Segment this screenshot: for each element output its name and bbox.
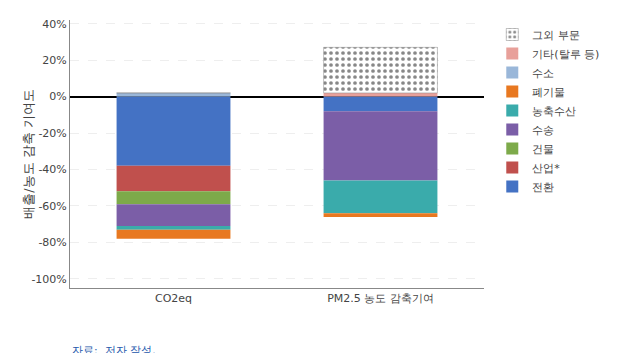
svg-text:40%: 40% [42, 18, 66, 31]
svg-text:전환: 전환 [532, 181, 554, 194]
svg-text:농축수산: 농축수산 [532, 105, 576, 118]
svg-text:0%: 0% [49, 90, 66, 103]
svg-text:-80%: -80% [38, 236, 66, 249]
svg-text:CO2eq: CO2eq [155, 292, 192, 305]
svg-text:배출/농도 감축 기여도: 배출/농도 감축 기여도 [21, 89, 36, 219]
svg-text:산업*: 산업* [532, 162, 560, 175]
svg-text:기타(탈루 등): 기타(탈루 등) [532, 48, 599, 61]
svg-text:그외 부문: 그외 부문 [532, 29, 580, 42]
svg-text:건물: 건물 [532, 143, 554, 156]
svg-text:-40%: -40% [38, 163, 66, 176]
svg-text:수소: 수소 [532, 67, 554, 80]
svg-text:자료: 저자 작성.: 자료: 저자 작성. [72, 344, 156, 353]
svg-text:20%: 20% [42, 54, 66, 67]
svg-text:-60%: -60% [38, 200, 66, 213]
svg-text:-100%: -100% [31, 273, 66, 286]
svg-text:-20%: -20% [38, 127, 66, 140]
svg-text:수송: 수송 [532, 124, 554, 137]
svg-text:폐기물: 폐기물 [532, 86, 565, 99]
svg-text:PM2.5 농도 감축기여: PM2.5 농도 감축기여 [327, 292, 434, 305]
